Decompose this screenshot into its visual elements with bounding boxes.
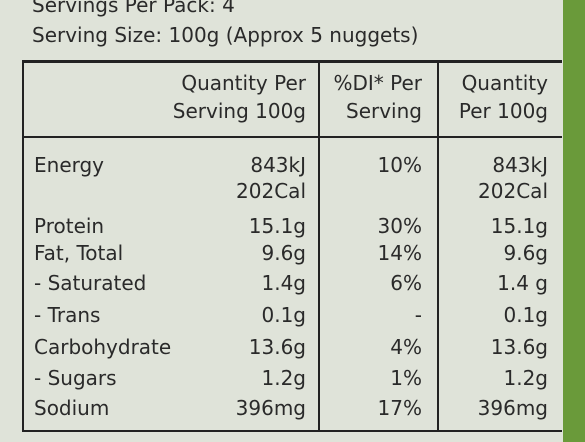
- cell: 10%: [377, 153, 422, 177]
- column-header: %DI* Per: [333, 71, 422, 95]
- cell: 843kJ: [492, 153, 548, 177]
- row-label: Fat, Total: [34, 241, 124, 265]
- column-header: Quantity Per: [181, 71, 306, 95]
- cell: 15.1g: [248, 214, 306, 238]
- row-label: Sodium: [34, 396, 110, 420]
- cell: 843kJ: [250, 153, 306, 177]
- serving-size: Serving Size: 100g (Approx 5 nuggets): [32, 23, 419, 47]
- cell: 6%: [390, 271, 422, 295]
- column-header: Per 100g: [458, 99, 548, 123]
- cell: 9.6g: [503, 241, 548, 265]
- cell: -: [414, 303, 422, 327]
- cell: 14%: [377, 241, 422, 265]
- rule: [22, 136, 562, 138]
- cell: 13.6g: [490, 335, 548, 359]
- column-header: Quantity: [461, 71, 548, 95]
- cell: 4%: [390, 335, 422, 359]
- cell: 1.2g: [261, 366, 306, 390]
- servings: Servings Per Pack: 4: [32, 0, 235, 17]
- cell: 396mg: [235, 396, 306, 420]
- row-label: Energy: [34, 153, 105, 177]
- row-label: - Saturated: [34, 271, 147, 295]
- cell: 1%: [390, 366, 422, 390]
- cell: 1.4 g: [497, 271, 548, 295]
- cell: 202Cal: [236, 179, 306, 203]
- cell: 0.1g: [503, 303, 548, 327]
- cell: 9.6g: [261, 241, 306, 265]
- rule: [22, 60, 562, 63]
- cell: 202Cal: [478, 179, 548, 203]
- rule: [318, 60, 320, 432]
- row-label: - Trans: [34, 303, 101, 327]
- cell: 396mg: [477, 396, 548, 420]
- cell: 30%: [377, 214, 422, 238]
- cell: 13.6g: [248, 335, 306, 359]
- cell: 17%: [377, 396, 422, 420]
- row-label: Protein: [34, 214, 105, 238]
- rule: [22, 60, 24, 432]
- cell: 0.1g: [261, 303, 306, 327]
- rule: [437, 60, 439, 432]
- row-label: Carbohydrate: [34, 335, 172, 359]
- column-header: Serving 100g: [172, 99, 306, 123]
- cell: 1.2g: [503, 366, 548, 390]
- green-edge: [563, 0, 585, 442]
- cell: 15.1g: [490, 214, 548, 238]
- cell: 1.4g: [261, 271, 306, 295]
- column-header: Serving: [346, 99, 422, 123]
- rule: [22, 430, 562, 432]
- row-label: - Sugars: [34, 366, 117, 390]
